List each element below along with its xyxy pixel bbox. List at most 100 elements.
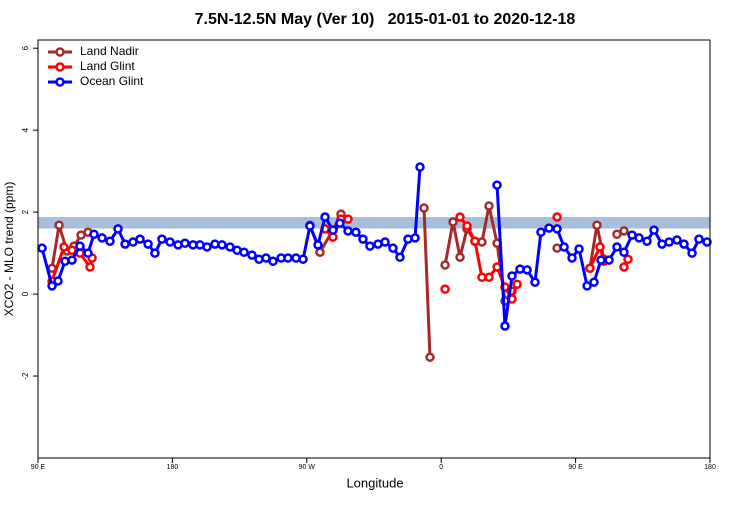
data-point	[455, 252, 465, 262]
data-point	[283, 253, 293, 263]
data-point	[150, 248, 160, 258]
data-point	[574, 244, 584, 254]
data-point	[313, 240, 323, 250]
data-point	[492, 180, 502, 190]
data-point	[239, 247, 249, 258]
data-point	[619, 247, 629, 258]
x-tick-label: 90 W	[299, 464, 316, 471]
data-point	[85, 262, 95, 272]
data-point	[455, 212, 465, 222]
x-tick-label: 0	[439, 464, 443, 471]
legend-marker	[55, 47, 65, 57]
data-point	[59, 242, 69, 252]
data-point	[544, 223, 554, 233]
data-point	[623, 254, 633, 264]
data-point	[440, 260, 450, 270]
data-point	[507, 271, 517, 281]
y-tick-label: 6	[21, 45, 30, 50]
data-point	[298, 254, 308, 264]
data-point	[582, 281, 592, 291]
data-point	[343, 214, 353, 224]
data-point	[484, 272, 494, 283]
data-point	[419, 203, 429, 213]
data-point	[388, 243, 398, 253]
data-point	[440, 284, 450, 294]
data-point	[247, 250, 257, 260]
data-point	[642, 236, 652, 246]
x-axis-label: Longitude	[346, 475, 403, 490]
data-point	[619, 226, 629, 236]
reference-band	[38, 217, 710, 229]
data-point	[559, 242, 569, 252]
legend-marker	[55, 77, 65, 87]
data-point	[113, 224, 123, 234]
data-point	[536, 227, 546, 237]
data-point	[225, 242, 235, 252]
chart-title: 7.5N-12.5N May (Ver 10) 2015-01-01 to 20…	[195, 11, 576, 28]
data-point	[672, 235, 682, 245]
data-point	[315, 247, 325, 258]
y-tick-label: -2	[21, 372, 30, 380]
data-point	[67, 255, 77, 265]
y-axis-label: XCO2 - MLO trend (ppm)	[2, 182, 16, 317]
data-point	[395, 252, 405, 262]
data-point	[75, 241, 85, 251]
data-point	[305, 221, 315, 231]
data-point	[105, 236, 115, 246]
x-tick-label: 90 E	[31, 464, 46, 471]
data-point	[358, 234, 368, 244]
data-point	[619, 262, 629, 272]
data-point	[380, 237, 390, 247]
data-point	[351, 227, 361, 237]
data-point	[54, 220, 64, 230]
data-point	[157, 234, 167, 244]
data-point	[612, 242, 622, 252]
data-point	[143, 239, 153, 249]
data-point	[448, 217, 458, 227]
data-point	[612, 229, 622, 239]
data-point	[343, 226, 353, 236]
data-point	[596, 255, 606, 265]
data-point	[268, 256, 278, 267]
plot-frame	[37, 39, 711, 459]
x-tick-label: 180	[704, 464, 716, 471]
x-tick-label: 90 E	[568, 464, 583, 471]
data-point	[328, 225, 338, 235]
data-point	[552, 224, 562, 234]
data-point	[595, 242, 605, 252]
data-point	[585, 263, 595, 274]
data-point	[592, 220, 602, 230]
legend-label: Land Nadir	[80, 44, 139, 58]
data-point	[649, 225, 659, 235]
data-point	[67, 245, 77, 255]
data-point	[165, 237, 175, 247]
legend-label: Ocean Glint	[80, 74, 144, 88]
data-point	[694, 234, 704, 244]
data-point	[135, 234, 145, 244]
legend-marker	[55, 62, 65, 72]
data-point	[97, 233, 107, 243]
data-point	[120, 239, 130, 249]
data-point	[425, 352, 435, 362]
data-point	[522, 265, 532, 275]
data-point	[37, 243, 47, 253]
data-point	[512, 279, 522, 289]
data-point	[320, 212, 330, 222]
data-point	[500, 321, 510, 331]
data-point	[89, 229, 99, 239]
data-point	[702, 237, 712, 247]
data-point	[679, 239, 689, 249]
data-point	[410, 233, 420, 243]
data-point	[261, 253, 271, 263]
data-point	[687, 248, 697, 258]
data-point	[202, 242, 212, 252]
data-point	[462, 221, 472, 231]
data-point	[567, 253, 577, 263]
data-point	[634, 233, 644, 243]
data-point	[83, 248, 93, 258]
y-tick-label: 4	[21, 127, 30, 132]
data-point	[604, 255, 614, 265]
y-tick-label: 2	[21, 209, 30, 214]
